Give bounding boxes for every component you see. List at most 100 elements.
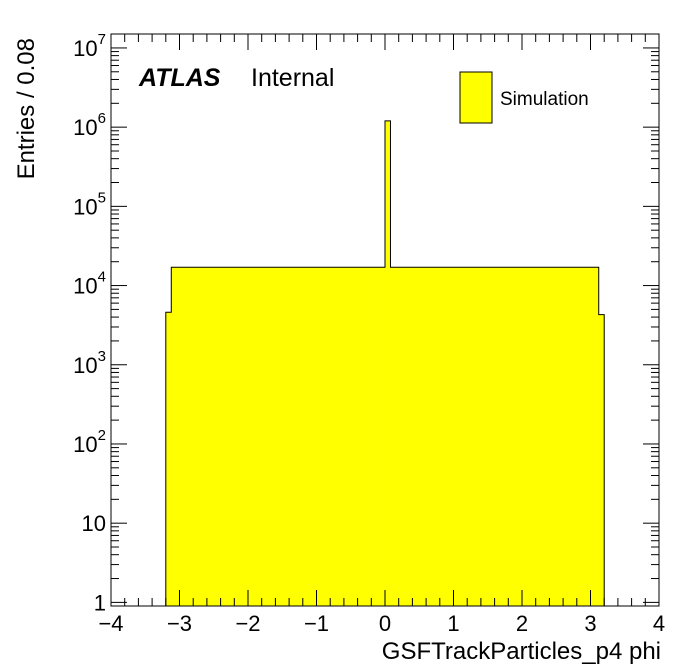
histogram-bin xyxy=(406,267,413,606)
y-tick-label: 104 xyxy=(73,269,106,299)
x-tick-label: −4 xyxy=(98,611,123,636)
histogram-bin xyxy=(313,267,320,606)
histogram-bin xyxy=(357,267,364,606)
x-tick-label: 4 xyxy=(653,611,665,636)
histogram-bin xyxy=(505,267,512,606)
histogram-bin xyxy=(543,267,550,606)
histogram-bin xyxy=(467,267,474,606)
histogram-bin xyxy=(258,267,265,606)
y-tick-exponent: 4 xyxy=(98,269,106,286)
histogram-bin xyxy=(286,267,293,606)
x-axis-title: GSFTrackParticles_p4 phi xyxy=(382,638,661,665)
histogram-bin xyxy=(308,267,315,606)
histogram-bin xyxy=(324,267,331,606)
histogram-bin xyxy=(264,267,271,606)
x-tick-label: 2 xyxy=(516,611,528,636)
legend: Simulation xyxy=(459,71,589,124)
histogram-bin xyxy=(450,267,457,606)
y-tick-label: 106 xyxy=(73,110,106,140)
histogram-bin xyxy=(560,267,567,606)
histogram-bin xyxy=(598,314,605,606)
histogram-bin xyxy=(428,267,435,606)
histogram-bin xyxy=(226,267,232,606)
histogram-bin xyxy=(385,120,391,607)
atlas-experiment-label: ATLAS xyxy=(138,64,221,92)
x-tick-labels: −4 −3 −2 −1 0 1 2 3 4 xyxy=(98,611,665,636)
histogram-bin xyxy=(198,267,205,606)
y-tick-label: 102 xyxy=(73,427,106,457)
legend-label-simulation: Simulation xyxy=(500,89,589,110)
histogram-bin xyxy=(461,267,468,606)
atlas-status-label: Internal xyxy=(251,64,334,92)
histogram-bin xyxy=(532,267,539,606)
histogram-bin xyxy=(275,267,282,606)
histogram-bin xyxy=(593,267,600,606)
histogram-bin xyxy=(346,267,353,606)
histogram-bin xyxy=(423,267,430,606)
histogram-bin xyxy=(554,267,561,606)
histogram-bin xyxy=(280,267,287,606)
atlas-label: ATLAS Internal xyxy=(138,64,334,92)
histogram-bin xyxy=(363,267,369,606)
histogram-bin xyxy=(516,267,523,606)
histogram-bin xyxy=(171,267,178,606)
histogram-bin xyxy=(215,267,221,606)
y-tick-exponent: 3 xyxy=(98,348,106,365)
y-tick-label: 107 xyxy=(73,31,106,61)
histogram-bin xyxy=(511,267,517,606)
histogram-bin xyxy=(390,267,397,606)
histogram-bin xyxy=(193,267,200,606)
histogram-bin xyxy=(182,267,189,606)
histogram-bin xyxy=(335,267,342,606)
histogram-bin xyxy=(253,267,260,606)
axis-ticks xyxy=(110,34,660,606)
x-tick-label: −1 xyxy=(304,611,329,636)
histogram-bin xyxy=(417,267,424,606)
histogram-bin xyxy=(319,267,326,606)
y-tick-label: 10 xyxy=(82,511,106,536)
histogram-bin xyxy=(445,267,452,606)
histogram-bin xyxy=(434,267,441,606)
histogram-bin xyxy=(291,267,298,606)
histogram-bars xyxy=(165,120,605,607)
histogram-bin xyxy=(401,267,408,606)
y-tick-exponent: 7 xyxy=(98,31,106,48)
histogram-bin xyxy=(587,267,594,606)
y-tick-label: 105 xyxy=(73,189,106,219)
histogram-bin xyxy=(297,267,304,606)
y-tick-label: 1 xyxy=(94,590,106,615)
histogram-bin xyxy=(187,267,194,606)
y-tick-exponent: 6 xyxy=(98,110,106,127)
histogram-bin xyxy=(565,267,572,606)
histogram-bin xyxy=(439,267,446,606)
histogram-bin xyxy=(269,267,276,606)
histogram-bin xyxy=(582,267,589,606)
x-tick-label: −3 xyxy=(167,611,192,636)
y-tick-exponent: 5 xyxy=(98,189,106,206)
histogram-bin xyxy=(248,267,254,606)
histogram-bin xyxy=(379,267,386,606)
histogram-bin xyxy=(330,267,337,606)
histogram-bin xyxy=(176,267,183,606)
histogram-bin xyxy=(395,267,402,606)
histogram-bin xyxy=(165,312,172,606)
histogram-bin xyxy=(456,267,463,606)
histogram-bin xyxy=(204,267,211,606)
x-tick-label: −2 xyxy=(235,611,260,636)
histogram-bin xyxy=(412,267,419,606)
histogram-bin xyxy=(242,267,249,606)
y-tick-label: 103 xyxy=(73,348,106,378)
histogram-bin xyxy=(374,267,380,606)
histogram-bin xyxy=(352,267,358,606)
histogram-bin xyxy=(231,267,238,606)
histogram-bin xyxy=(538,267,545,606)
histogram-bin xyxy=(237,267,243,606)
y-tick-labels: 1 10 102 103 104 105 106 107 xyxy=(73,31,106,615)
y-axis-title: Entries / 0.08 xyxy=(13,38,40,179)
histogram-bin xyxy=(489,267,495,606)
histogram-bin xyxy=(494,267,501,606)
histogram-bin xyxy=(220,267,227,606)
legend-swatch-simulation xyxy=(459,71,493,124)
histogram-bin xyxy=(571,267,578,606)
